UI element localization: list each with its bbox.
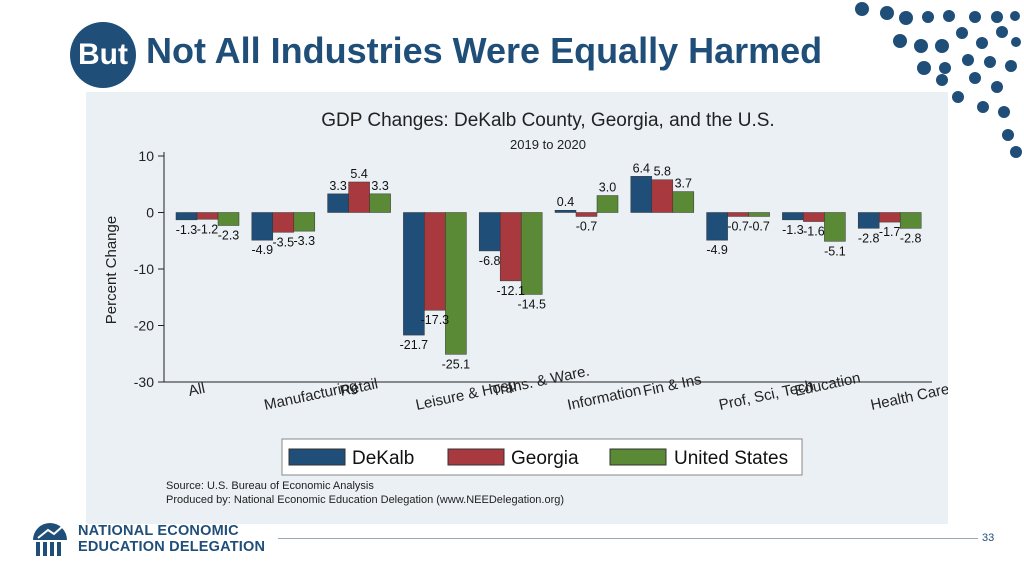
chart-subtitle: 2019 to 2020	[510, 137, 586, 152]
data-label-georgia: -1.2	[197, 222, 219, 236]
legend-swatch-georgia	[447, 448, 505, 466]
data-label-dekalb: -2.8	[858, 231, 880, 245]
category-label: Information	[566, 382, 643, 414]
bar-dekalb	[782, 212, 804, 221]
data-label-us: 3.0	[599, 181, 616, 195]
page-number: 33	[982, 532, 995, 544]
data-label-georgia: -12.1	[496, 284, 525, 298]
bar-us	[672, 191, 695, 213]
y-tick-label: -20	[134, 318, 154, 334]
y-tick-label: 0	[146, 205, 154, 221]
category-label: Health Care	[869, 381, 948, 414]
data-label-us: 3.3	[371, 179, 388, 193]
data-label-georgia: 5.8	[654, 165, 671, 179]
data-label-dekalb: 3.3	[329, 179, 346, 193]
bar-us	[596, 195, 619, 213]
chart-axes: 10 0 -10 -20 -30	[134, 148, 932, 390]
data-label-us: -14.5	[517, 297, 546, 311]
legend-box	[281, 438, 803, 476]
data-label-dekalb: 6.4	[633, 161, 650, 175]
bar-dekalb	[175, 212, 198, 221]
data-label-dekalb: -21.7	[400, 338, 429, 352]
nee-logo-icon	[33, 523, 67, 556]
chart-data-labels: -1.3 -1.2 -2.3-4.9-3.5 -3.33.35.43.3-21.7-1…	[176, 161, 922, 371]
data-label-georgia: -17.3	[421, 313, 450, 327]
bar-dekalb	[478, 212, 501, 252]
chart-source: Source: U.S. Bureau of Economic Analysis	[166, 480, 374, 492]
organization-line-2: EDUCATION DELEGATION	[78, 539, 266, 555]
slide-title: Not All Industries Were Equally Harmed	[146, 30, 823, 71]
chart-produced-by: Produced by: National Economic Education…	[166, 494, 564, 506]
title-badge: But	[70, 22, 136, 88]
data-label-dekalb: -6.8	[479, 254, 501, 268]
bar-dekalb	[327, 193, 349, 213]
data-label-dekalb: -4.9	[706, 243, 728, 257]
data-label-georgia: 5.4	[350, 167, 367, 181]
chart-bars	[175, 176, 922, 355]
y-tick-label: 10	[138, 148, 154, 164]
organization-name: NATIONAL ECONOMIC EDUCATION DELEGATION	[78, 523, 265, 555]
y-tick-label: -30	[134, 374, 154, 390]
bar-us	[217, 212, 240, 226]
bar-us	[899, 212, 922, 229]
bar-us	[824, 212, 846, 242]
data-label-georgia: -1.7	[879, 225, 901, 239]
gdp-chart: GDP Changes: DeKalb County, Georgia, and…	[103, 110, 948, 506]
bar-dekalb	[251, 212, 274, 241]
data-label-us: -2.8	[900, 231, 922, 245]
data-label-dekalb: -1.3	[782, 223, 804, 237]
data-label-dekalb: -1.3	[176, 223, 198, 237]
bar-georgia	[196, 212, 219, 220]
category-label: Fin & Ins	[642, 371, 703, 400]
bar-georgia	[727, 212, 749, 217]
bar-georgia	[878, 212, 901, 223]
data-label-georgia: -1.6	[803, 225, 825, 239]
data-label-dekalb: -4.9	[252, 243, 274, 257]
data-label-us: -3.3	[294, 234, 316, 248]
bar-us	[520, 212, 543, 295]
bar-us	[445, 212, 467, 355]
data-label-us: 3.7	[675, 177, 692, 191]
footer-divider	[278, 538, 978, 539]
bar-georgia	[651, 179, 674, 213]
bar-georgia	[272, 212, 295, 233]
y-axis-label: Percent Change	[103, 216, 120, 324]
chart-title: GDP Changes: DeKalb County, Georgia, and…	[321, 110, 774, 131]
organization-line-1: NATIONAL ECONOMIC	[78, 523, 239, 539]
y-tick-label: -10	[134, 261, 154, 277]
legend-label-us: United States	[674, 448, 788, 469]
data-label-georgia: -3.5	[273, 235, 295, 249]
legend-label-dekalb: DeKalb	[352, 448, 414, 469]
bar-georgia	[803, 212, 825, 222]
legend: DeKalb Georgia United States	[281, 438, 803, 476]
bar-dekalb	[857, 212, 880, 229]
legend-swatch-us	[609, 448, 667, 466]
data-label-us: -2.3	[218, 228, 240, 242]
data-label-dekalb: 0.4	[557, 195, 574, 209]
bar-us	[369, 193, 391, 213]
bar-dekalb	[630, 176, 653, 213]
data-label-georgia: -0.7	[576, 219, 598, 233]
bar-us	[293, 212, 316, 232]
data-label-us: -25.1	[442, 357, 471, 371]
data-label-georgia: -0.7	[727, 219, 749, 233]
category-label: All	[187, 380, 207, 400]
bar-dekalb	[706, 212, 728, 241]
chart-panel: GDP Changes: DeKalb County, Georgia, and…	[86, 92, 948, 524]
bar-georgia	[575, 212, 598, 217]
data-label-us: -5.1	[824, 244, 846, 258]
data-label-us: -0.7	[748, 219, 770, 233]
bar-dekalb	[554, 209, 577, 213]
bar-georgia	[348, 181, 370, 213]
bar-georgia	[499, 212, 522, 282]
bar-georgia	[424, 212, 446, 311]
legend-swatch-dekalb	[288, 448, 346, 466]
legend-label-georgia: Georgia	[511, 448, 579, 469]
category-label: Education	[793, 369, 862, 400]
bar-us	[748, 212, 770, 217]
